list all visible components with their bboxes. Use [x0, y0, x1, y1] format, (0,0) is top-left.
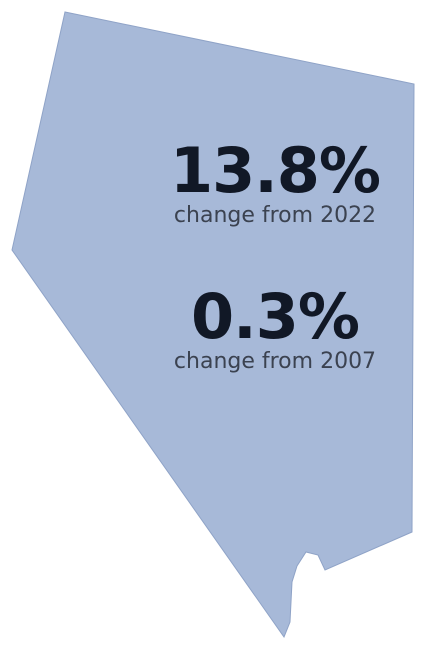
nevada-state-shape — [11, 11, 415, 639]
stat-caption: change from 2007 — [173, 349, 377, 374]
stat-value: 0.3% — [191, 280, 360, 353]
stat-value: 13.8% — [169, 134, 381, 207]
stat-caption: change from 2022 — [173, 203, 377, 228]
stat-change-2007: 0.3% change from 2007 — [140, 284, 410, 376]
stat-change-2022: 13.8% change from 2022 — [140, 138, 410, 230]
